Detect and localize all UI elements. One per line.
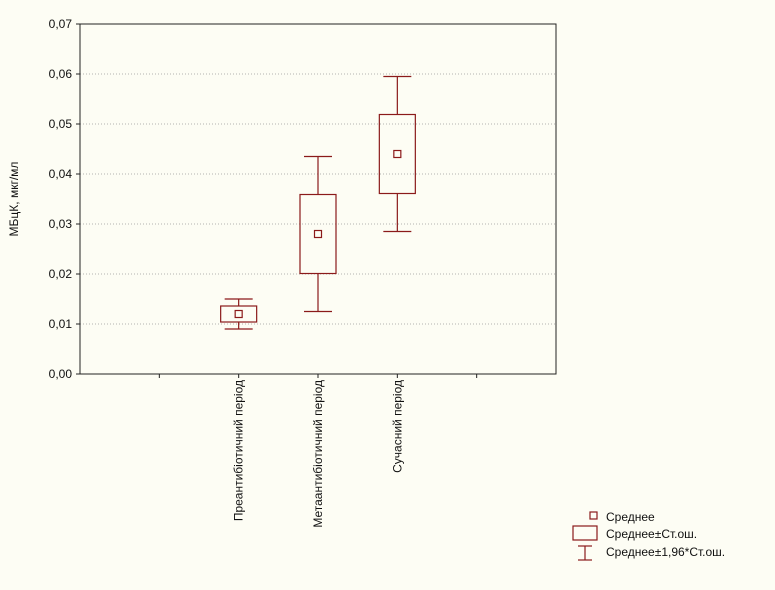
mean-marker: [313, 229, 323, 239]
se-box: [299, 193, 337, 275]
mean-marker: [234, 309, 243, 319]
box-layer: [220, 75, 416, 330]
plot-frame: [79, 23, 557, 375]
y-tick-label: 0,02: [49, 267, 73, 281]
mean-marker: [393, 149, 402, 159]
legend: Среднее Среднее±Ст.ош. Среднее±1,96*Ст.о…: [572, 510, 725, 561]
y-axis: 0,00 0,01 0,02 0,03 0,04 0,05 0,06 0,07: [49, 17, 80, 381]
y-tick-label: 0,01: [49, 317, 73, 331]
legend-se-label: Среднее±Ст.ош.: [606, 527, 697, 541]
se-box: [378, 113, 416, 195]
y-tick-label: 0,03: [49, 217, 73, 231]
legend-mean-marker: [589, 511, 598, 520]
y-tick-label: 0,06: [49, 67, 73, 81]
legend-mean-label: Среднее: [606, 510, 655, 524]
legend-ci-marker: [578, 545, 592, 561]
box-group: [299, 155, 337, 313]
se-box: [220, 305, 258, 323]
y-tick-label: 0,04: [49, 167, 73, 181]
legend-se-marker: [572, 525, 598, 541]
y-axis-title: МБцК, мкг/мл: [7, 162, 21, 237]
x-axis: Преантибіотичний період Метаантибіотичний…: [158, 374, 478, 528]
y-tick-label: 0,07: [49, 17, 73, 31]
y-tick-label: 0,00: [49, 367, 73, 381]
x-tick-label: Преантибіотичний період: [232, 380, 246, 521]
x-tick-label: Метаантибіотичний період: [311, 380, 325, 528]
y-tick-label: 0,05: [49, 117, 73, 131]
box-group: [378, 75, 416, 233]
legend-ci-label: Среднее±1,96*Ст.ош.: [606, 545, 725, 559]
x-tick-label: Сучасний період: [390, 380, 404, 473]
box-group: [220, 298, 258, 330]
